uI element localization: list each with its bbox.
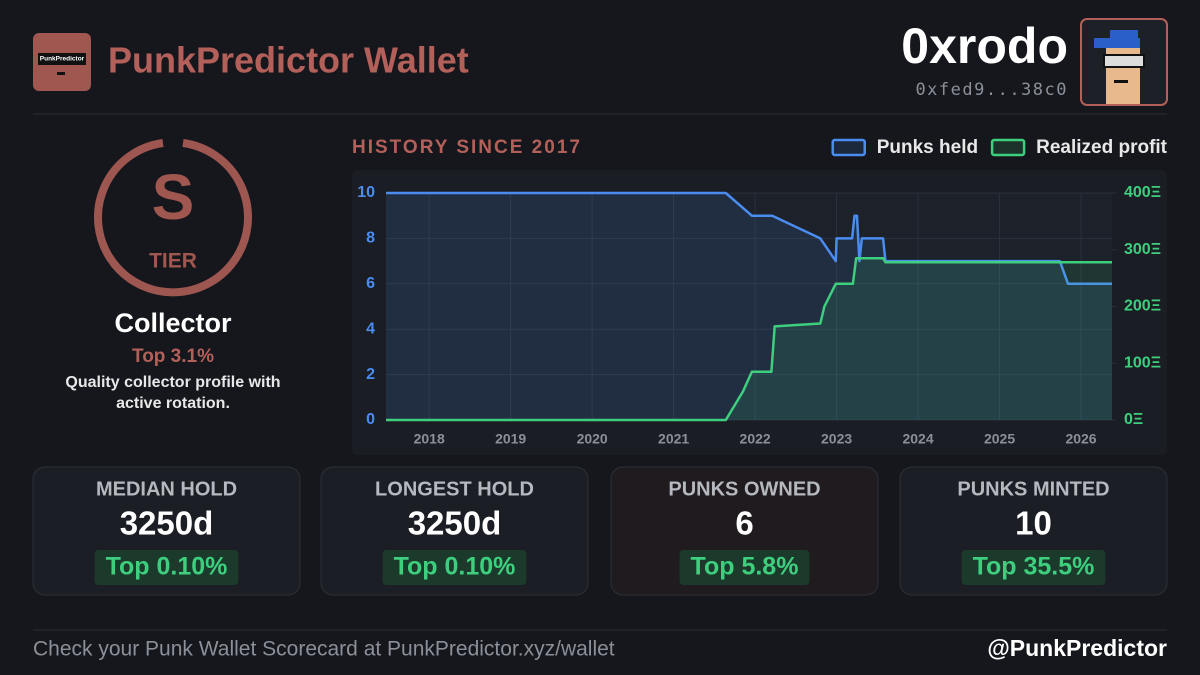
x-tick-label: 2020	[577, 431, 608, 447]
y-tick-label: 6	[366, 275, 375, 292]
legend-label: Punks held	[877, 137, 978, 158]
stat-value: 6	[735, 505, 753, 542]
stat-rank-pill	[679, 550, 810, 585]
avatar-goggles	[1103, 54, 1145, 68]
y-tick-label: 4	[366, 320, 375, 337]
rank: Top 3.1%	[132, 346, 214, 367]
stat-rank-pill	[94, 550, 239, 585]
avatar	[1080, 18, 1168, 106]
x-tick-label: 2026	[1065, 431, 1096, 447]
persona: Collector	[114, 308, 232, 338]
y-tick-label: 10	[357, 184, 375, 201]
stat-value: 3250d	[120, 505, 214, 542]
tier-ring	[94, 139, 252, 297]
stat-label: MEDIAN HOLD	[96, 478, 237, 500]
x-tick-label: 2018	[414, 431, 445, 447]
x-tick-label: 2019	[495, 431, 526, 447]
stat-card	[610, 466, 879, 596]
stat-rank: Top 0.10%	[394, 553, 516, 581]
chart-title: HISTORY SINCE 2017	[352, 137, 582, 158]
y2-tick-label: 0Ξ	[1124, 411, 1143, 428]
x-tick-label: 2023	[821, 431, 852, 447]
username: 0xrodo	[901, 18, 1068, 74]
logo-mark	[57, 72, 65, 75]
legend-label: Realized profit	[1036, 137, 1168, 158]
address: 0xfed9...38c0	[915, 80, 1068, 100]
y2-tick-label: 400Ξ	[1124, 184, 1161, 201]
tier-label: TIER	[149, 250, 197, 273]
stat-rank-pill	[382, 550, 527, 585]
legend-swatch	[990, 138, 1026, 157]
y2-tick-label: 300Ξ	[1124, 241, 1161, 258]
stat-rank: Top 0.10%	[106, 553, 228, 581]
stat-rank-pill	[961, 550, 1106, 585]
footer-handle: @PunkPredictor	[987, 635, 1167, 661]
legend-swatch	[831, 138, 866, 157]
avatar-bandana	[1094, 38, 1140, 48]
stat-label: LONGEST HOLD	[375, 478, 534, 500]
avatar-bandana-top	[1110, 30, 1138, 40]
area-fill	[386, 258, 1112, 420]
y-tick-label: 2	[366, 366, 375, 383]
logo-text: PunkPredictor	[40, 56, 85, 63]
title: PunkPredictor Wallet	[108, 40, 469, 81]
description-box: Quality collector profile with active ro…	[65, 374, 281, 412]
stats: MEDIAN HOLD 3250d Top 0.10% LONGEST HOLD 325…	[32, 466, 1168, 596]
footer-cta: Check your Punk Wallet Scorecard at Punk…	[33, 638, 615, 661]
plot-area	[386, 193, 1112, 420]
stat-label: PUNKS OWNED	[668, 478, 820, 500]
y2-tick-label: 100Ξ	[1124, 354, 1161, 371]
y2-tick-label: 200Ξ	[1124, 298, 1161, 315]
stat-label: PUNKS MINTED	[957, 478, 1109, 500]
x-tick-label: 2024	[902, 431, 933, 447]
stat-value: 3250d	[408, 505, 502, 542]
logo-plate	[38, 53, 86, 65]
description: Quality collector profile with active ro…	[65, 374, 281, 412]
line	[386, 257, 1112, 422]
area-fill	[386, 193, 1112, 420]
x-tick-label: 2025	[984, 431, 1015, 447]
x-tick-label: 2021	[658, 431, 689, 447]
stat-rank: Top 35.5%	[973, 553, 1095, 581]
stat-value: 10	[1015, 505, 1052, 542]
y-tick-label: 8	[366, 230, 375, 247]
stat-rank: Top 5.8%	[691, 553, 799, 581]
y-tick-label: 0	[366, 411, 375, 428]
tier: S	[152, 161, 195, 233]
avatar-mouth	[1114, 80, 1128, 83]
x-tick-label: 2022	[740, 431, 771, 447]
